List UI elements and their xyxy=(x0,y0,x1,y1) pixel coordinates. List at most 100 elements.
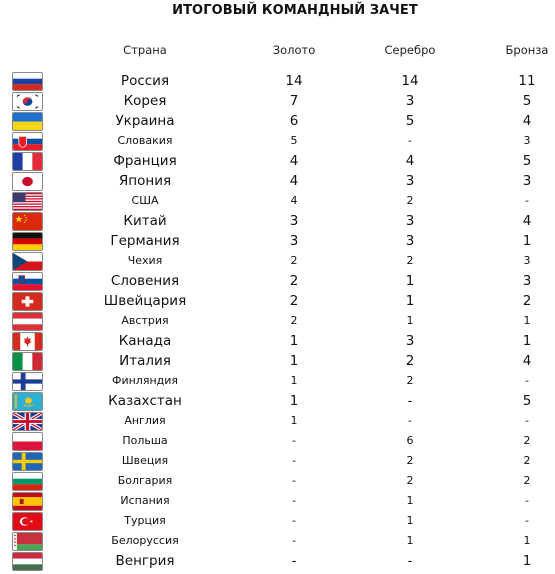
bronze-count: 2 xyxy=(522,293,532,309)
silver-count: 6 xyxy=(406,434,414,447)
silver-count: - xyxy=(408,414,412,427)
gold-count: 1 xyxy=(290,374,298,387)
gold-count: 2 xyxy=(289,273,299,289)
bronze-count: 5 xyxy=(522,153,532,169)
silver-count: 3 xyxy=(405,93,415,109)
bronze-count: 5 xyxy=(522,93,532,109)
slovenia-flag xyxy=(12,272,43,291)
silver-count: 2 xyxy=(406,474,414,487)
bronze-count: 1 xyxy=(522,233,532,249)
bronze-count: 2 xyxy=(523,474,531,487)
gold-count: 1 xyxy=(289,333,299,349)
gold-count: 1 xyxy=(289,393,299,409)
table-row: Япония 4 3 3 xyxy=(0,171,555,191)
silver-count: 4 xyxy=(405,153,415,169)
gold-count: - xyxy=(292,474,296,487)
country-name: Белоруссия xyxy=(111,534,179,547)
gold-count: 1 xyxy=(289,353,299,369)
country-name: Украина xyxy=(115,113,175,129)
medal-table: Россия 14 14 11 Корея 7 3 5 Украина 6 5 4 Словакия 5-… xyxy=(0,71,555,571)
column-header-gold: Золото xyxy=(272,43,316,57)
belarus-flag xyxy=(12,532,43,551)
slovakia-flag xyxy=(12,132,43,151)
sweden-flag xyxy=(12,452,43,471)
silver-count: 14 xyxy=(401,73,419,89)
gold-count: 3 xyxy=(289,213,299,229)
gold-count: - xyxy=(292,534,296,547)
silver-count: 1 xyxy=(406,514,414,527)
bronze-count: 3 xyxy=(523,254,531,267)
table-row: Чехия 2 2 3 xyxy=(0,251,555,271)
country-name: Испания xyxy=(120,494,170,507)
usa-flag xyxy=(12,192,43,211)
country-name: Швеция xyxy=(121,454,169,467)
turkey-flag xyxy=(12,512,43,531)
gold-count: - xyxy=(291,553,297,569)
country-name: Польша xyxy=(122,434,168,447)
bronze-count: 1 xyxy=(523,314,531,327)
country-name: Япония xyxy=(118,173,172,189)
country-name: Чехия xyxy=(127,254,163,267)
table-row: Франция 4 4 5 xyxy=(0,151,555,171)
table-row: Украина 6 5 4 xyxy=(0,111,555,131)
silver-count: - xyxy=(407,553,413,569)
column-header-country: Страна xyxy=(123,43,167,57)
bronze-count: - xyxy=(525,374,529,387)
country-name: Франция xyxy=(113,153,177,169)
table-row: Канада 1 3 1 xyxy=(0,331,555,351)
table-row: Словакия 5 - 3 xyxy=(0,131,555,151)
country-name: Словения xyxy=(110,273,180,289)
country-name: Австрия xyxy=(121,314,169,327)
country-name: Италия xyxy=(119,353,171,369)
silver-count: 1 xyxy=(405,273,415,289)
austria-flag xyxy=(12,312,43,331)
gold-count: 2 xyxy=(290,254,298,267)
silver-count: 2 xyxy=(405,353,415,369)
japan-flag xyxy=(12,172,43,191)
france-flag xyxy=(12,152,43,171)
bronze-count: - xyxy=(525,414,529,427)
country-name: Россия xyxy=(120,73,170,89)
italy-flag xyxy=(12,352,43,371)
silver-count: 3 xyxy=(405,333,415,349)
gold-count: 1 xyxy=(290,414,298,427)
canada-flag xyxy=(12,332,43,351)
spain-flag xyxy=(12,492,43,511)
gold-count: 2 xyxy=(290,314,298,327)
bronze-count: - xyxy=(525,514,529,527)
country-name: Болгария xyxy=(117,474,173,487)
bronze-count: 5 xyxy=(522,393,532,409)
gold-count: 2 xyxy=(289,293,299,309)
table-row: Белоруссия - 1 1 xyxy=(0,531,555,551)
germany-flag xyxy=(12,232,43,251)
table-row: Германия 3 3 1 xyxy=(0,231,555,251)
china-flag xyxy=(12,212,43,231)
finland-flag xyxy=(12,372,43,391)
bronze-count: 2 xyxy=(523,454,531,467)
country-name: Финляндия xyxy=(111,374,179,387)
silver-count: 1 xyxy=(405,293,415,309)
silver-count: 2 xyxy=(406,374,414,387)
table-row: Казахстан 1 - 5 xyxy=(0,391,555,411)
table-row: Китай 3 3 4 xyxy=(0,211,555,231)
table-row: Корея 7 3 5 xyxy=(0,91,555,111)
russia-flag xyxy=(12,72,43,91)
country-name: Канада xyxy=(118,333,172,349)
table-row: Польша - 6 2 xyxy=(0,431,555,451)
table-row: Финляндия 1 2 - xyxy=(0,371,555,391)
bulgaria-flag xyxy=(12,472,43,491)
silver-count: 1 xyxy=(406,534,414,547)
table-row: Швейцария 2 1 2 xyxy=(0,291,555,311)
silver-count: 1 xyxy=(406,314,414,327)
bronze-count: 3 xyxy=(522,173,532,189)
ukraine-flag xyxy=(12,112,43,131)
table-row: Словения 2 1 3 xyxy=(0,271,555,291)
country-name: Корея xyxy=(123,93,167,109)
table-row: Италия 1 2 4 xyxy=(0,351,555,371)
silver-count: 3 xyxy=(405,233,415,249)
column-header-bronze: Бронза xyxy=(505,43,549,57)
table-row: Швеция - 2 2 xyxy=(0,451,555,471)
gold-count: - xyxy=(292,514,296,527)
table-row: США 4 2 - xyxy=(0,191,555,211)
bronze-count: 3 xyxy=(523,134,531,147)
